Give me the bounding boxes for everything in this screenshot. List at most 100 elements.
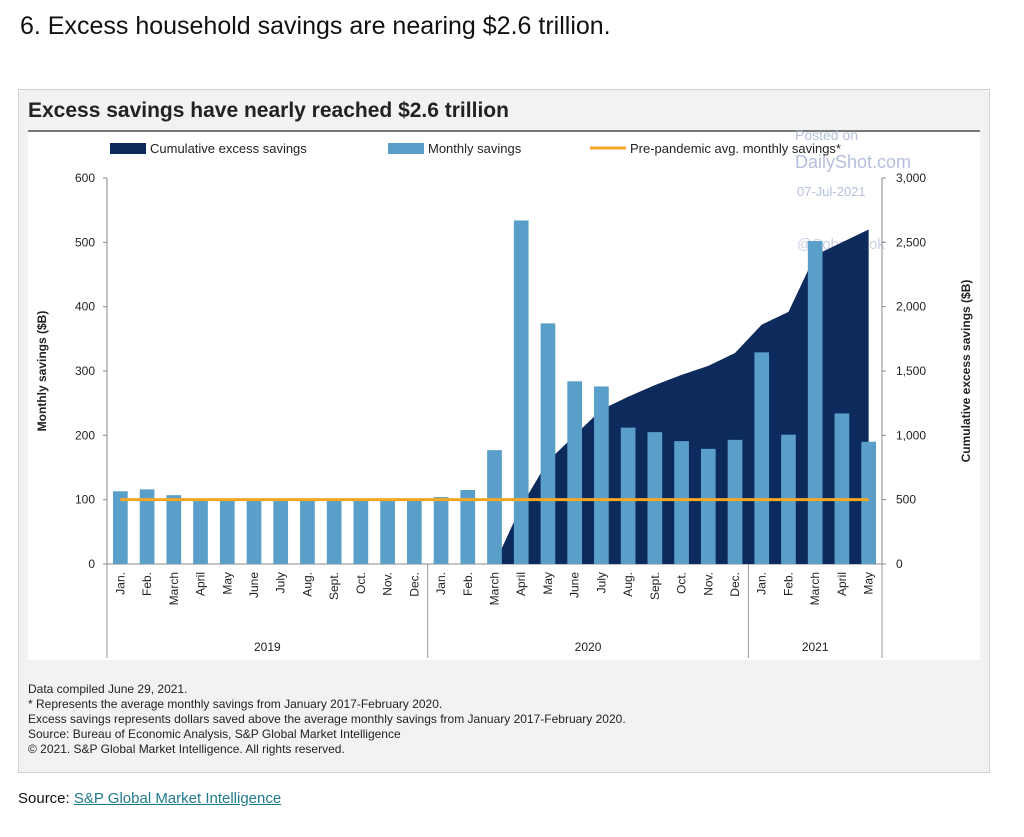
bar-monthly-savings [594,386,609,564]
x-tick-label: March [488,572,502,605]
x-tick-label: Jan. [113,572,127,595]
x-tick-label: Sept. [327,572,341,600]
title-divider [28,130,980,132]
chart-axes: 0 100 200 300 400 500 600 0 500 1,000 1,500 2,000 2,… [35,171,973,658]
note-line: © 2021. S&P Global Market Intelligence. … [28,742,345,756]
bar-monthly-savings [273,500,289,564]
bar-monthly-savings [380,499,395,564]
y-tick-label-left: 400 [75,300,95,314]
y-axis-title-right: Cumulative excess savings ($B) [959,280,973,463]
source-line: Source: S&P Global Market Intelligence [18,790,281,807]
y-tick-label-left: 0 [88,557,95,571]
y-tick-label-left: 300 [75,364,95,378]
x-tick-label: June [568,572,582,598]
bar-monthly-savings [406,499,422,564]
bar-monthly-savings [513,220,529,564]
chart-notes: Data compiled June 29, 2021. * Represent… [28,682,626,757]
y-tick-label-right: 0 [896,557,903,571]
x-tick-label: March [808,572,822,605]
y-tick-label-left: 200 [75,428,95,442]
bar-monthly-savings [139,489,155,564]
x-tick-label: April [835,572,849,596]
bar-monthly-savings [647,432,663,564]
y-axis-title-left: Monthly savings ($B) [35,311,49,432]
x-tick-label: Nov. [701,572,715,596]
note-line: Source: Bureau of Economic Analysis, S&P… [28,727,401,741]
note-line: Data compiled June 29, 2021. [28,682,188,696]
bar-monthly-savings [861,441,876,564]
bar-monthly-savings [219,500,235,564]
x-tick-label: March [167,572,181,605]
x-tick-label: May [862,572,876,595]
legend-label: Pre-pandemic avg. monthly savings* [630,141,841,156]
x-tick-label: Jan. [755,572,769,595]
bar-monthly-savings [353,500,369,564]
bar-monthly-savings [620,427,636,564]
bar-monthly-savings [113,491,128,564]
note-line: * Represents the average monthly savings… [28,697,443,711]
year-label: 2019 [254,640,281,654]
bar-monthly-savings [326,500,342,564]
x-tick-label: Oct. [675,572,689,594]
y-tick-label-left: 100 [75,493,95,507]
bar-monthly-savings [433,497,449,564]
x-tick-label: April [514,572,528,596]
bar-monthly-savings [567,381,583,564]
bar-monthly-savings [193,499,208,564]
year-label: 2020 [575,640,602,654]
bar-monthly-savings [727,439,743,564]
y-tick-label-right: 1,000 [896,428,926,442]
y-tick-label-right: 3,000 [896,171,926,185]
bar-monthly-savings [834,413,850,564]
note-line: Excess savings represents dollars saved … [28,712,626,726]
x-tick-label: July [594,572,608,593]
bar-monthly-savings [246,500,262,564]
x-tick-label: July [274,572,288,593]
bar-monthly-savings [300,500,315,564]
x-tick-label: June [247,572,261,598]
x-tick-label: Nov. [381,572,395,596]
bar-monthly-savings [754,352,770,564]
x-tick-label: Oct. [354,572,368,594]
x-tick-label: Sept. [648,572,662,600]
x-tick-label: May [220,572,234,595]
bar-monthly-savings [487,450,502,564]
chart-legend: Cumulative excess savings Monthly savings… [110,141,841,156]
year-label: 2021 [802,640,829,654]
y-tick-label-right: 1,500 [896,364,926,378]
bar-monthly-savings [674,441,689,564]
y-tick-label-right: 500 [896,493,916,507]
page-heading: 6. Excess household savings are nearing … [20,12,611,40]
legend-label: Cumulative excess savings [150,141,307,156]
x-tick-label: Jan. [434,572,448,595]
legend-swatch [388,143,424,154]
x-tick-label: Aug. [300,572,314,597]
x-tick-label: April [194,572,208,596]
legend-label: Monthly savings [428,141,522,156]
bar-monthly-savings [460,490,476,564]
x-tick-label: Aug. [621,572,635,597]
bar-monthly-savings [166,495,182,564]
x-tick-label: Dec. [728,572,742,597]
bar-monthly-savings [700,448,716,564]
chart-marks [113,220,876,564]
watermark-line: Posted on [795,127,858,143]
x-tick-label: Feb. [140,572,154,596]
watermark-line: DailyShot.com [795,152,911,172]
bar-monthly-savings [807,241,823,564]
legend-swatch [110,143,146,154]
y-tick-label-right: 2,500 [896,235,926,249]
watermark-line: 07-Jul-2021 [797,184,866,199]
y-tick-label-left: 600 [75,171,95,185]
y-tick-label-left: 500 [75,235,95,249]
source-label: Source: [18,790,74,807]
source-link[interactable]: S&P Global Market Intelligence [73,790,282,807]
y-tick-label-right: 2,000 [896,300,926,314]
x-tick-label: Feb. [461,572,475,596]
x-tick-label: Feb. [781,572,795,596]
x-tick-label: Dec. [407,572,421,597]
bar-monthly-savings [540,323,556,564]
x-tick-label: May [541,572,555,595]
chart-title: Excess savings have nearly reached $2.6 … [28,99,509,122]
